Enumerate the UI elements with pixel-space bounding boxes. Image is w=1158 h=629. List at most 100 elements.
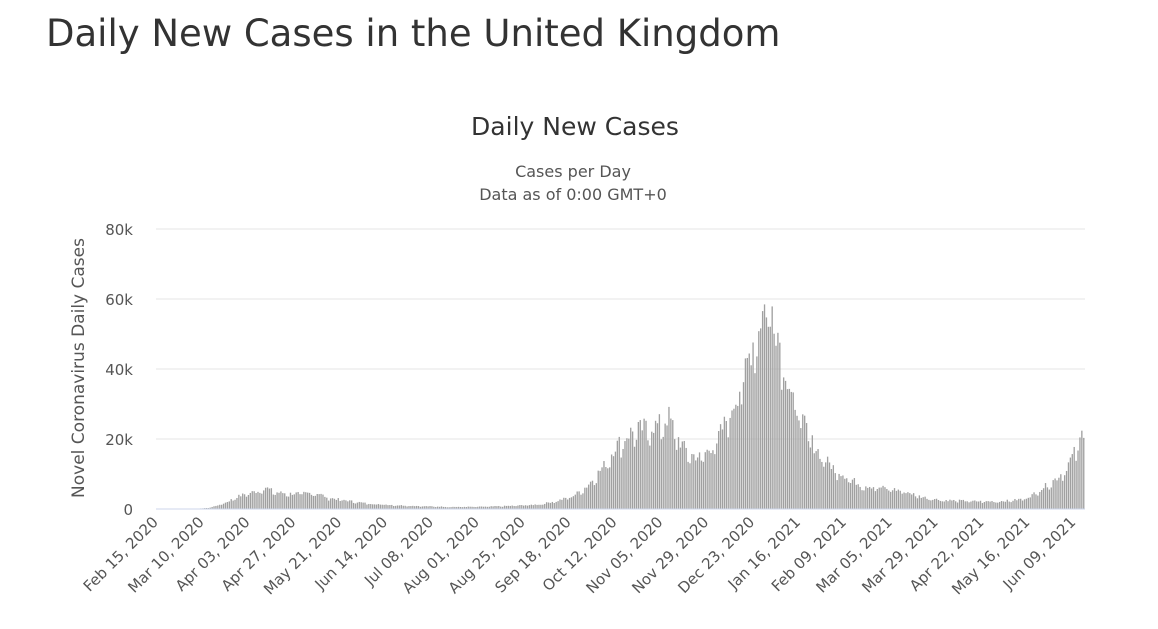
bar [370,504,372,509]
bar [645,420,647,509]
bar [993,502,995,509]
bar [429,506,431,509]
bar [307,492,309,509]
bar [652,432,655,509]
bar [775,345,777,509]
bar [782,377,785,509]
bar [744,358,747,509]
bar [874,491,877,509]
bar [796,415,798,509]
bar [773,333,775,509]
bar [696,457,699,509]
bar [320,493,322,509]
bar [821,461,823,509]
bar [842,475,844,509]
bar [373,504,376,509]
page-title: Daily New Cases in the United Kingdom [46,12,781,55]
bar [603,461,605,509]
bar [941,501,943,509]
bar [1067,462,1070,509]
bar [863,490,865,509]
bar [729,417,731,509]
bar [408,506,410,509]
bar [1039,491,1041,509]
bar [614,451,617,509]
bar [1083,437,1085,509]
bar [825,462,827,509]
bar [1052,480,1054,509]
bar [305,492,307,509]
bar [717,431,720,509]
bar [719,424,722,509]
bar [354,503,357,509]
bar [761,311,764,509]
bar [375,504,378,509]
bar [951,500,953,509]
bar [672,420,674,509]
bar [471,506,473,509]
bar [601,467,603,509]
bar [630,427,632,509]
bar [635,439,638,509]
bar [561,499,563,509]
bar [421,506,424,509]
bar [616,440,619,509]
bar [817,449,819,509]
bar [893,488,896,509]
bar [412,505,414,509]
bar [1065,470,1068,509]
bar [1063,475,1066,509]
bar [960,500,963,509]
bar [393,505,395,509]
bar [402,505,404,509]
bar [633,446,636,509]
bar [832,465,835,509]
bar [846,478,848,509]
bar [245,496,248,509]
bar [974,500,976,509]
bar [1062,480,1064,509]
bar [501,506,504,509]
bar [779,342,781,509]
bar [792,392,794,509]
bar [492,506,494,509]
bar [987,501,989,509]
bar [710,453,712,509]
bar [295,492,297,509]
bar [297,492,299,509]
bar [1044,483,1047,509]
bar [326,497,328,509]
bar [752,342,754,509]
bar [937,499,940,509]
bar [689,463,691,509]
bar [851,479,854,509]
bar [331,498,334,509]
bar [259,492,261,509]
bar [872,487,875,509]
bar [301,494,303,509]
bar [876,489,878,509]
bar [440,506,443,509]
bar [350,500,353,509]
bar [626,438,628,509]
bar [557,501,559,509]
bar [888,490,890,509]
bar [918,495,921,509]
bar [217,505,219,509]
bar [593,485,596,509]
bar [976,501,978,509]
bar [958,499,961,509]
bar [760,328,762,509]
bar [507,505,510,509]
bar [523,505,525,509]
bar [754,373,756,509]
bar [293,494,295,509]
bar [268,488,271,509]
bar [819,458,821,509]
bar [859,486,861,509]
bar [257,491,259,509]
bar [322,494,324,509]
bar [679,447,682,509]
bar [486,506,489,509]
bar [767,326,770,509]
